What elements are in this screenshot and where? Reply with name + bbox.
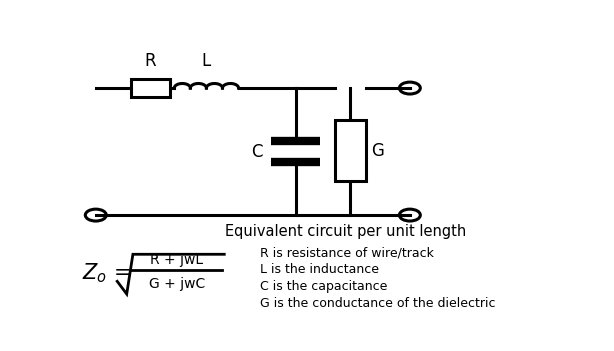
Bar bbox=[131, 79, 169, 97]
Text: G is the conductance of the dielectric: G is the conductance of the dielectric bbox=[260, 297, 495, 310]
Text: R: R bbox=[145, 52, 157, 70]
Text: Equivalent circuit per unit length: Equivalent circuit per unit length bbox=[225, 224, 466, 239]
Text: C: C bbox=[251, 143, 262, 160]
Bar bbox=[335, 120, 366, 181]
Text: G + jwC: G + jwC bbox=[149, 277, 205, 291]
Text: C is the capacitance: C is the capacitance bbox=[260, 280, 387, 293]
Text: $Z_o\, =$: $Z_o\, =$ bbox=[82, 261, 131, 285]
Text: R is resistance of wire/track: R is resistance of wire/track bbox=[260, 246, 434, 259]
Text: L is the inductance: L is the inductance bbox=[260, 263, 379, 276]
Text: L: L bbox=[202, 52, 211, 70]
Text: R + jwL: R + jwL bbox=[150, 253, 203, 267]
Text: G: G bbox=[371, 142, 384, 160]
